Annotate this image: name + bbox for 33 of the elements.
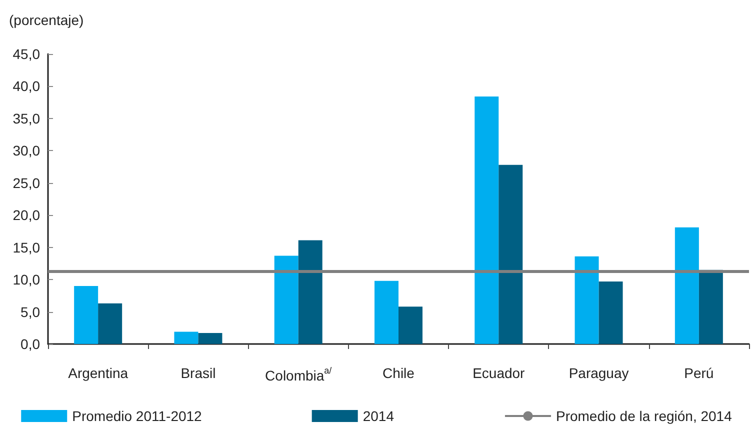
- bar: [398, 306, 422, 344]
- bar: [598, 281, 623, 344]
- y-tick-label: 5,0: [20, 304, 40, 320]
- legend-label: Promedio 2011-2012: [72, 408, 202, 424]
- x-tick-label: Argentina: [68, 365, 128, 381]
- legend-label: Promedio de la región, 2014: [556, 408, 732, 424]
- bar: [674, 227, 699, 344]
- legend-label: 2014: [362, 408, 394, 424]
- y-tick-label: 45,0: [12, 46, 40, 62]
- bar: [474, 96, 499, 344]
- x-tick-label: Ecuador: [472, 365, 526, 381]
- bar: [174, 332, 198, 344]
- y-tick-label: 40,0: [12, 78, 40, 94]
- bar: [498, 164, 523, 344]
- y-tick-label: 30,0: [12, 142, 40, 159]
- bar: [574, 256, 599, 344]
- y-tick-label: 15,0: [12, 239, 40, 256]
- y-tick-label: 20,0: [12, 207, 40, 224]
- x-tick-label: Chile: [382, 365, 415, 381]
- y-tick-label: 10,0: [12, 272, 40, 288]
- x-tick-label: Perú: [684, 365, 714, 381]
- bar: [274, 256, 298, 344]
- bar: [198, 333, 222, 344]
- bar: [98, 303, 122, 344]
- bar: [298, 240, 322, 344]
- x-tick-label: Paraguay: [568, 365, 629, 381]
- y-tick-label: 35,0: [12, 110, 40, 126]
- bar: [374, 280, 398, 344]
- y-axis-title: (porcentaje): [9, 12, 84, 28]
- bar: [74, 286, 98, 344]
- x-tick-label: Brasil: [180, 365, 216, 381]
- y-tick-label: 0,0: [20, 336, 40, 352]
- y-tick-label: 25,0: [12, 174, 40, 191]
